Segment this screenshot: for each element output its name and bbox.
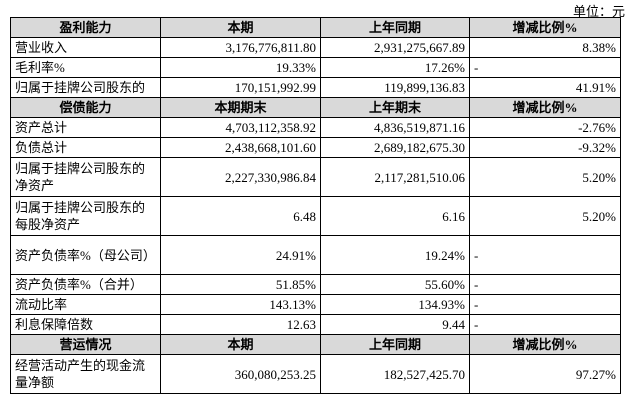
value-cell: 51.85% (160, 274, 321, 295)
row-label: 毛利率% (10, 57, 161, 78)
value-cell: 41.91% (469, 77, 621, 98)
value-cell: - (469, 294, 621, 315)
row-label: 流动比率 (10, 294, 161, 315)
value-cell: 6.48 (160, 196, 321, 236)
header-cell: 营运情况 (10, 334, 161, 355)
value-cell: 134.93% (320, 294, 470, 315)
value-cell: 9.44 (320, 314, 470, 335)
row-label: 归属于挂牌公司股东的 (10, 77, 161, 98)
header-cell: 偿债能力 (10, 97, 161, 118)
value-cell: 12.63 (160, 314, 321, 335)
value-cell: 24.91% (160, 235, 321, 275)
value-cell: 5.20% (469, 157, 621, 197)
row-label: 资产负债率%（合并） (10, 274, 161, 295)
section-header: 盈利能力 本期 上年同期 增减比例% (10, 17, 621, 38)
header-cell: 增减比例% (469, 97, 621, 118)
section-header: 偿债能力 本期期末 上年期末 增减比例% (10, 97, 621, 118)
value-cell: 5.20% (469, 196, 621, 236)
value-cell: 360,080,253.25 (160, 354, 321, 394)
row-label: 负债总计 (10, 137, 161, 158)
value-cell: 119,899,136.83 (320, 77, 470, 98)
value-cell: 4,703,112,358.92 (160, 117, 321, 138)
row-label: 经营活动产生的现金流量净额 (10, 354, 161, 394)
value-cell: 3,176,776,811.80 (160, 37, 321, 58)
financial-table: 盈利能力 本期 上年同期 增减比例% 营业收入 3,176,776,811.80 2,931… (10, 17, 621, 394)
section-header: 营运情况 本期 上年同期 增减比例% (10, 334, 621, 355)
header-cell: 本期 (160, 17, 321, 38)
value-cell: 2,931,275,667.89 (320, 37, 470, 58)
row-label: 利息保障倍数 (10, 314, 161, 335)
table-row: 利息保障倍数 12.63 9.44- (10, 314, 621, 335)
header-cell: 上年同期 (320, 334, 470, 355)
header-cell: 本期期末 (160, 97, 321, 118)
value-cell: 19.24% (320, 235, 470, 275)
header-cell: 上年同期 (320, 17, 470, 38)
table-row: 归属于挂牌公司股东的每股净资产 6.48 6.16 5.20% (10, 196, 621, 236)
value-cell: - (469, 314, 621, 335)
value-cell: 6.16 (320, 196, 470, 236)
value-cell: 2,689,182,675.30 (320, 137, 470, 158)
value-cell: 2,227,330,986.84 (160, 157, 321, 197)
table-row: 资产负债率%（合并） 51.85% 55.60% - (10, 274, 621, 295)
value-cell: - (469, 274, 621, 295)
value-cell: 143.13% (160, 294, 321, 315)
table-row: 经营活动产生的现金流量净额 360,080,253.25 182,527,425.7… (10, 354, 621, 394)
header-cell: 增减比例% (469, 17, 621, 38)
row-label: 资产负债率%（母公司） (10, 235, 161, 275)
table-row: 归属于挂牌公司股东的净资产 2,227,330,986.84 2,117,281,5… (10, 157, 621, 197)
value-cell: 4,836,519,871.16 (320, 117, 470, 138)
header-cell: 本期 (160, 334, 321, 355)
table-row: 归属于挂牌公司股东的 170,151,992.99 119,899,136.83 41… (10, 77, 621, 98)
table-row: 毛利率% 19.33% 17.26% - (10, 57, 621, 78)
value-cell: 17.26% (320, 57, 470, 78)
value-cell: 97.27% (469, 354, 621, 394)
table-row: 流动比率 143.13% 134.93% - (10, 294, 621, 315)
header-cell: 上年期末 (320, 97, 470, 118)
row-label: 归属于挂牌公司股东的每股净资产 (10, 196, 161, 236)
value-cell: 2,117,281,510.06 (320, 157, 470, 197)
value-cell: -2.76% (469, 117, 621, 138)
unit-label: 单位：元 (572, 4, 625, 19)
row-label: 归属于挂牌公司股东的净资产 (10, 157, 161, 197)
table-row: 负债总计 2,438,668,101.60 2,689,182,675.30 -9.3… (10, 137, 621, 158)
value-cell: - (469, 57, 621, 78)
row-label: 资产总计 (10, 117, 161, 138)
header-cell: 增减比例% (469, 334, 621, 355)
header-cell: 盈利能力 (10, 17, 161, 38)
table-row: 资产总计 4,703,112,358.92 4,836,519,871.16 -2.7… (10, 117, 621, 138)
value-cell: 182,527,425.70 (320, 354, 470, 394)
value-cell: 19.33% (160, 57, 321, 78)
value-cell: - (469, 235, 621, 275)
table-row: 营业收入 3,176,776,811.80 2,931,275,667.89 8.38… (10, 37, 621, 58)
value-cell: -9.32% (469, 137, 621, 158)
value-cell: 8.38% (469, 37, 621, 58)
value-cell: 2,438,668,101.60 (160, 137, 321, 158)
value-cell: 170,151,992.99 (160, 77, 321, 98)
table-row: 资产负债率%（母公司） 24.91% 19.24% - (10, 235, 621, 275)
value-cell: 55.60% (320, 274, 470, 295)
row-label: 营业收入 (10, 37, 161, 58)
